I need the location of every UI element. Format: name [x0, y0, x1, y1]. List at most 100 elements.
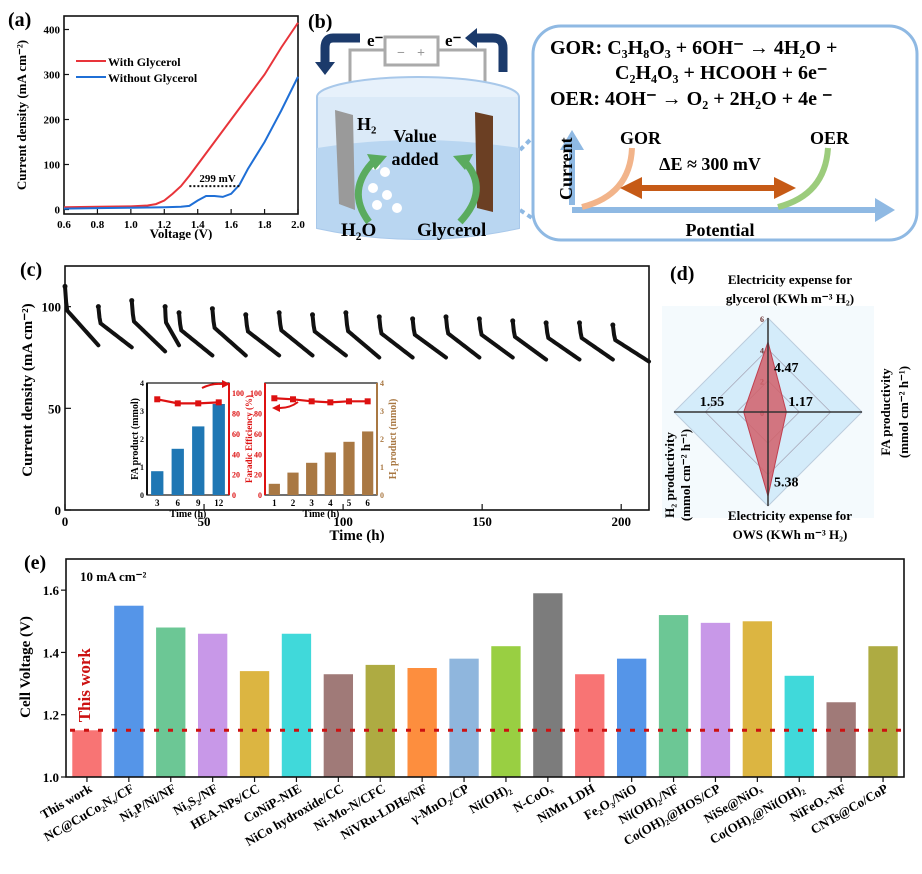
- stability-cycle: [163, 304, 182, 348]
- y-tick-label: 1.6: [43, 583, 60, 598]
- bubble: [382, 190, 392, 200]
- inset-bar: [171, 448, 184, 495]
- panel-c: (c) 0 50 100 150 200 0 50 100 3 6 9 12 0 1 2 3 4 0 20 40 60…: [0, 250, 665, 545]
- overpotential-gap-label: 299 mV: [199, 173, 235, 185]
- inset-efficiency-marker: [154, 396, 161, 403]
- y-tick-label: 1.0: [43, 770, 59, 785]
- inset-efficiency-line: [274, 397, 368, 404]
- bar: [407, 668, 437, 777]
- cycle-peak-point: [443, 314, 449, 320]
- bar: [533, 593, 563, 777]
- inset-efficiency-line: [157, 398, 219, 405]
- y-tick-label: 400: [44, 25, 61, 37]
- radar-tick-label: 6: [760, 315, 764, 324]
- cycle-arrow-h2o: [354, 157, 378, 225]
- cycle-peak-point: [576, 320, 582, 326]
- bubble: [368, 183, 378, 193]
- inset-bar: [192, 426, 205, 495]
- electron-flow-arrowhead-left: [315, 62, 335, 75]
- h2-label: H₂: [357, 114, 376, 134]
- y-tick-label: 0: [55, 503, 62, 518]
- inset-bar: [212, 404, 225, 495]
- inset-efficiency-marker: [290, 396, 296, 403]
- inset-efficiency-marker: [327, 399, 334, 406]
- y-tick-label: 100: [42, 300, 62, 315]
- inset-bar: [151, 471, 164, 495]
- bar: [491, 646, 521, 777]
- radar-value-top: 4.47: [774, 361, 799, 376]
- inset-bar: [306, 462, 318, 495]
- inset-y-left-tick-label: 4: [140, 379, 144, 388]
- axis-pointer-arrow: [201, 382, 223, 389]
- inset-x-tick-label: 9: [196, 498, 201, 508]
- radar-axis-left-line2: (mmol cm⁻² h⁻¹): [678, 429, 693, 521]
- inset-efficiency-marker: [195, 400, 202, 407]
- electron-flow-arrow-right: [477, 33, 508, 72]
- inset-y-right-tick-label: 3: [380, 407, 384, 416]
- inset-efficiency-marker: [271, 395, 278, 402]
- inset-y-right-tick-label: 100: [232, 389, 244, 398]
- inset-y-left-tick-label: 20: [254, 471, 262, 480]
- inset-y-left-label: FA product (mmol): [130, 398, 141, 480]
- bar: [826, 702, 856, 777]
- bar: [784, 675, 814, 777]
- gor-equation-line1: GOR: C₃H₈O₃ + 6OH⁻ → 4H₂O +: [550, 37, 837, 59]
- inset-efficiency-marker: [215, 399, 222, 406]
- cycle-peak-point: [129, 298, 135, 304]
- inset-y-left-tick-label: 1: [140, 463, 144, 472]
- x-tick-label: 1.2: [157, 219, 171, 231]
- bar: [239, 671, 270, 777]
- cycle-peak-point: [343, 310, 349, 316]
- bar: [658, 615, 689, 777]
- inset-y-left-tick-label: 0: [140, 491, 144, 500]
- legend-with-glycerol: With Glycerol: [108, 55, 181, 69]
- x-axis-label: Time (h): [329, 528, 384, 544]
- bar: [281, 633, 312, 777]
- panel-label-c: (c): [20, 259, 42, 281]
- delta-e-label: ΔE ≈ 300 mV: [659, 154, 761, 174]
- radar-axis-right-line2: (mmol cm⁻² h⁻¹): [896, 366, 911, 458]
- inset-x-tick-label: 2: [291, 498, 296, 508]
- cycle-arrowhead-glycerol: [453, 154, 473, 170]
- panel-label-d: (d): [670, 263, 694, 285]
- stability-cycle: [210, 306, 248, 358]
- stability-cycle: [63, 284, 101, 348]
- cycle-peak-point: [376, 314, 382, 320]
- inset-x-tick-label: 6: [365, 498, 370, 508]
- battery-plus: +: [417, 46, 425, 61]
- series-without-glycerol: [63, 76, 299, 210]
- inset-bar: [324, 452, 336, 495]
- bar: [575, 674, 605, 777]
- bubble: [380, 167, 390, 177]
- gor-curve-label: GOR: [620, 128, 662, 148]
- stability-cycle: [477, 316, 515, 360]
- x-tick-label: 1.0: [124, 219, 138, 231]
- cycle-peak-point: [410, 316, 416, 322]
- y-axis-label: Current density (mA cm⁻²): [20, 303, 36, 476]
- bar: [323, 674, 354, 777]
- stability-cycle: [129, 298, 168, 354]
- electron-left: e⁻: [367, 31, 384, 50]
- bar: [197, 633, 228, 777]
- bar: [156, 627, 186, 777]
- delta-e-arrowhead-right: [774, 177, 796, 199]
- inset-y-left-tick-label: 2: [140, 435, 144, 444]
- inset-y-right-label: Faradic Efficiency (%): [244, 395, 254, 483]
- oer-curve: [777, 147, 831, 210]
- radar-axis-right-line1: FA productivity: [878, 368, 893, 456]
- cycle-peak-point: [543, 320, 549, 326]
- stability-cycle: [277, 310, 315, 358]
- inset-y-right-tick-label: 80: [232, 410, 240, 419]
- cycle-peak-point: [243, 312, 249, 318]
- inset-frame: [264, 382, 378, 496]
- bar: [114, 605, 144, 777]
- stability-cycle: [510, 318, 549, 362]
- legend-without-glycerol: Without Glycerol: [108, 71, 198, 85]
- inset-efficiency-marker: [364, 398, 371, 405]
- cathode-electrode: [335, 110, 355, 210]
- potential-axis-label: Potential: [686, 220, 755, 240]
- electron-flow-arrowhead-right: [465, 28, 477, 48]
- panel-e: (e) 1.0 1.2 1.4 1.6 This work 10 mA cm⁻² Ce…: [0, 545, 922, 869]
- battery-minus: −: [397, 46, 405, 61]
